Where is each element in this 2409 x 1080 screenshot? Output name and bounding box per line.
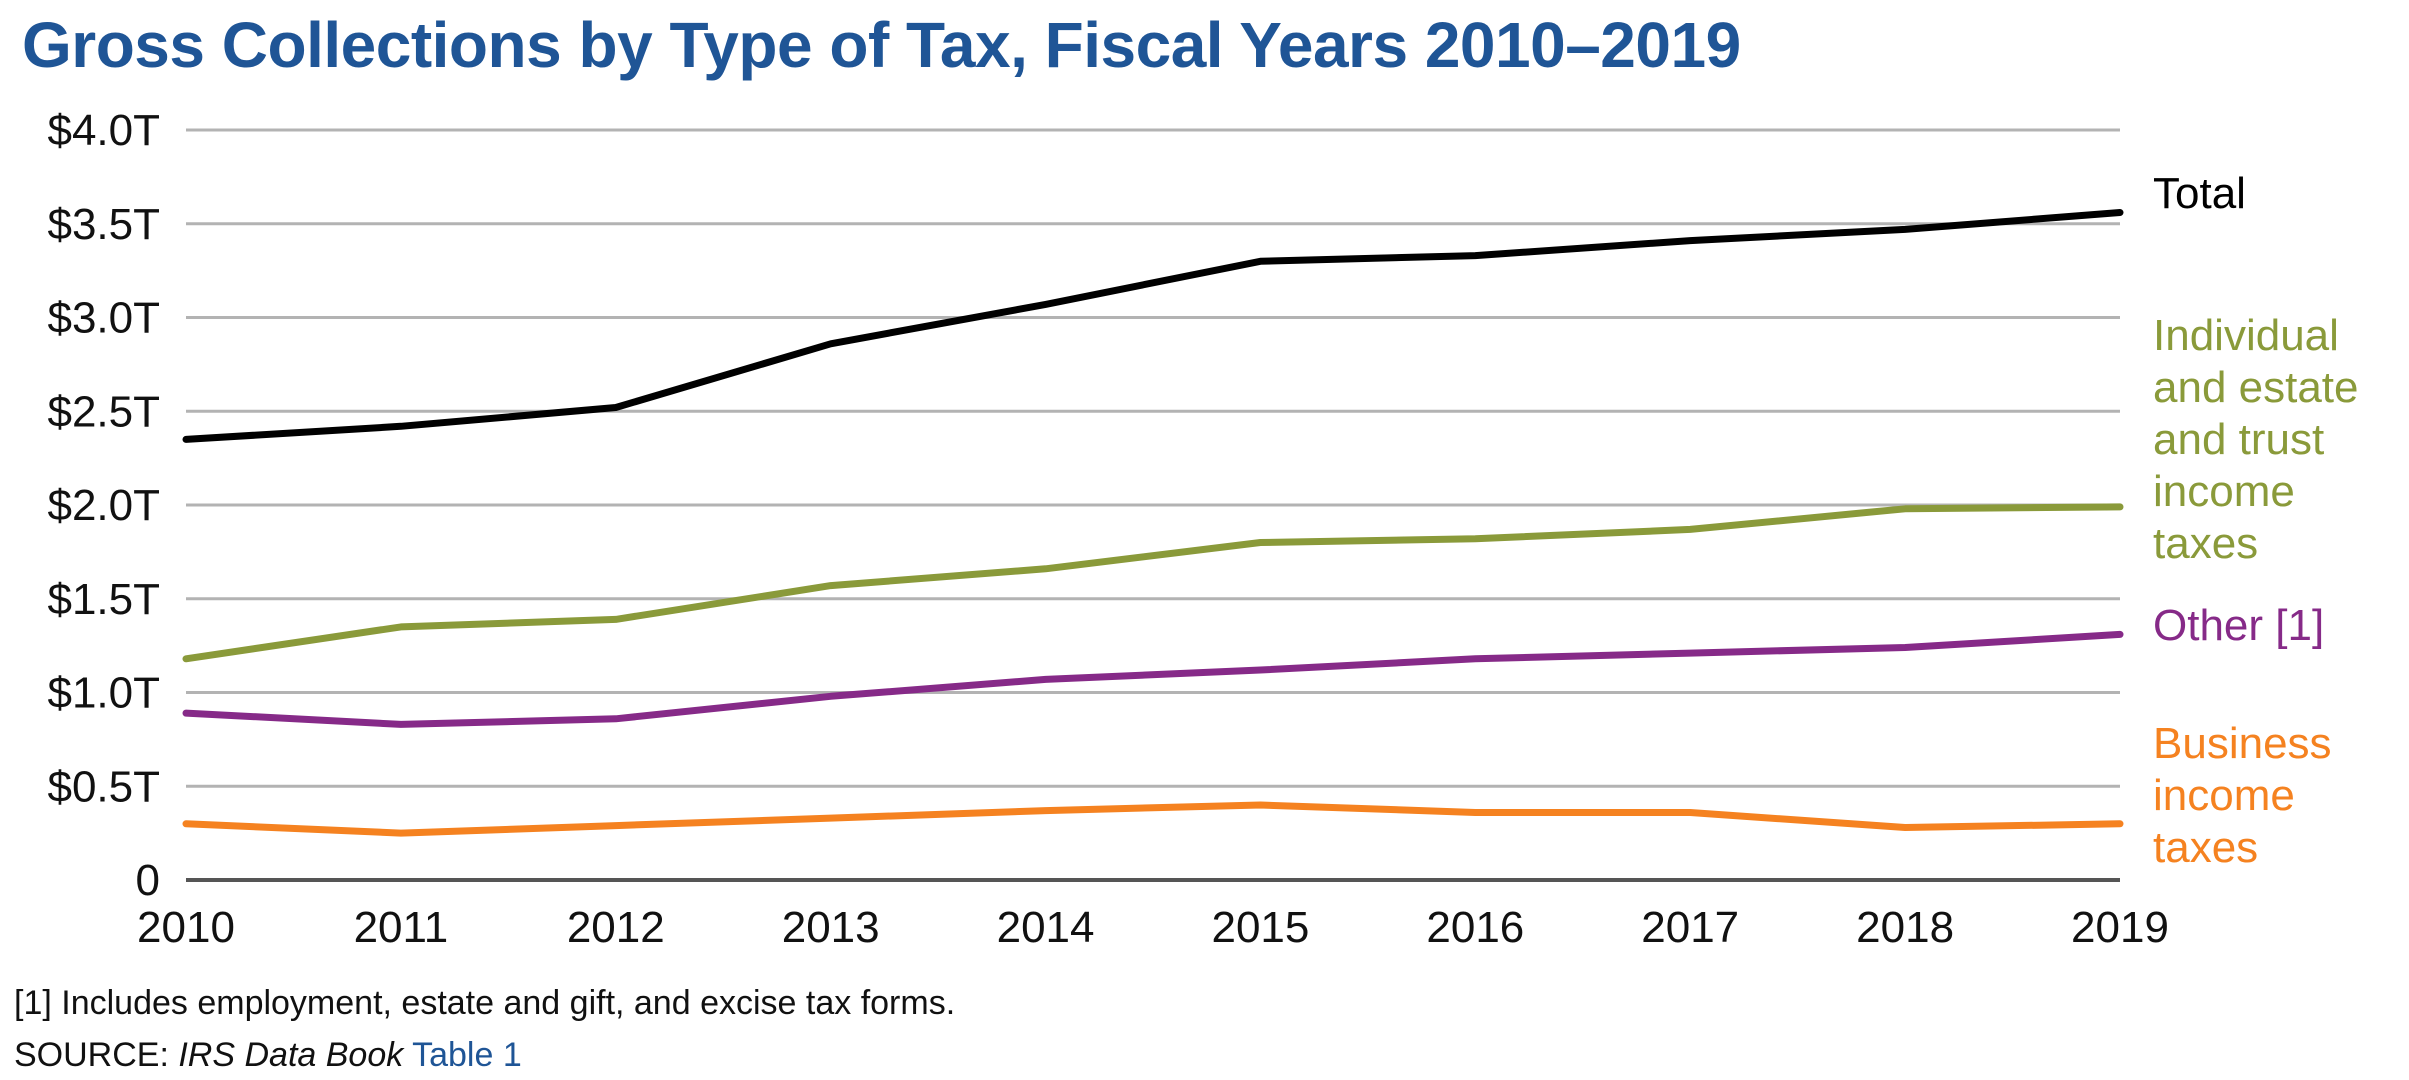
series-label-line: Business <box>2153 719 2332 768</box>
series-label-line: income <box>2153 771 2295 820</box>
y-axis: 0 $0.5T $1.0T $1.5T $2.0T $2.5T $3.0T $3.5T $4.0… <box>47 106 160 905</box>
series-label-3: Business income taxes <box>2153 719 2332 872</box>
series-label-line: income <box>2153 467 2295 516</box>
series-line-1 <box>182 503 2124 663</box>
y-tick-label: $2.0T <box>47 481 160 530</box>
y-tick-label: 0 <box>136 856 160 905</box>
source-prefix: SOURCE: <box>14 1036 179 1074</box>
series-line-0 <box>182 209 2124 443</box>
y-tick-label: $0.5T <box>47 762 160 811</box>
source-publication: IRS Data Book <box>178 1036 404 1074</box>
y-tick-label: $3.5T <box>47 200 160 249</box>
series-lines <box>182 209 2124 837</box>
series-label-line: taxes <box>2153 519 2258 568</box>
x-axis: 2010 2011 2012 2013 2014 2015 2016 2017 2018 2019 <box>137 903 2169 952</box>
x-tick-label: 2018 <box>1856 903 1954 952</box>
source-table-link[interactable]: Table 1 <box>412 1036 522 1074</box>
series-label-0: Total <box>2153 169 2246 218</box>
series-line-2 <box>182 630 2124 728</box>
y-tick-label: $1.5T <box>47 575 160 624</box>
series-line-3 <box>182 801 2124 837</box>
gridlines <box>186 128 2120 882</box>
series-label-2: Other [1] <box>2153 601 2324 650</box>
y-tick-label: $1.0T <box>47 669 160 718</box>
chart-title: Gross Collections by Type of Tax, Fiscal… <box>22 9 1741 81</box>
x-tick-label: 2011 <box>354 903 449 952</box>
x-tick-label: 2015 <box>1211 903 1309 952</box>
x-tick-label: 2019 <box>2071 903 2169 952</box>
series-label-1: Individual and estate and trust income taxes <box>2153 311 2359 568</box>
series-label-line: Individual <box>2153 311 2339 360</box>
source-note: SOURCE: IRS Data Book Table 1 <box>14 1036 522 1075</box>
series-label-line: and trust <box>2153 415 2324 464</box>
series-label-line: and estate <box>2153 363 2359 412</box>
y-tick-label: $4.0T <box>47 106 160 155</box>
x-tick-label: 2013 <box>782 903 880 952</box>
footnote: [1] Includes employment, estate and gift… <box>14 984 956 1022</box>
line-chart: 0 $0.5T $1.0T $1.5T $2.0T $2.5T $3.0T $3.5T $4.0… <box>47 106 2359 952</box>
series-label-line: Total <box>2153 169 2246 218</box>
x-tick-label: 2016 <box>1426 903 1524 952</box>
series-label-line: Other [1] <box>2153 601 2324 650</box>
y-tick-label: $2.5T <box>47 387 160 436</box>
x-tick-label: 2014 <box>997 903 1095 952</box>
y-tick-label: $3.0T <box>47 294 160 343</box>
x-tick-label: 2017 <box>1641 903 1739 952</box>
x-tick-label: 2012 <box>567 903 665 952</box>
x-tick-label: 2010 <box>137 903 235 952</box>
series-label-line: taxes <box>2153 823 2258 872</box>
